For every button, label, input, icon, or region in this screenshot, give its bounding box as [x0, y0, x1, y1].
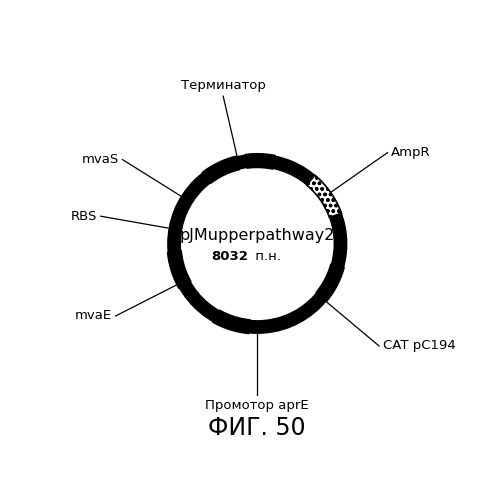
Text: CAT pC194: CAT pC194	[382, 340, 454, 352]
Text: mvaS: mvaS	[81, 153, 119, 166]
Text: ФИГ. 50: ФИГ. 50	[208, 416, 306, 440]
Text: Терминатор: Терминатор	[180, 80, 265, 92]
Text: п.н.: п.н.	[250, 250, 281, 262]
Text: pJMupperpathway2: pJMupperpathway2	[179, 228, 334, 242]
Text: Промотор aprE: Промотор aprE	[205, 399, 309, 412]
Text: RBS: RBS	[71, 210, 97, 222]
Text: 8032: 8032	[211, 250, 248, 262]
Text: AmpR: AmpR	[390, 146, 430, 159]
Text: mvaE: mvaE	[75, 310, 112, 322]
Wedge shape	[306, 175, 341, 218]
